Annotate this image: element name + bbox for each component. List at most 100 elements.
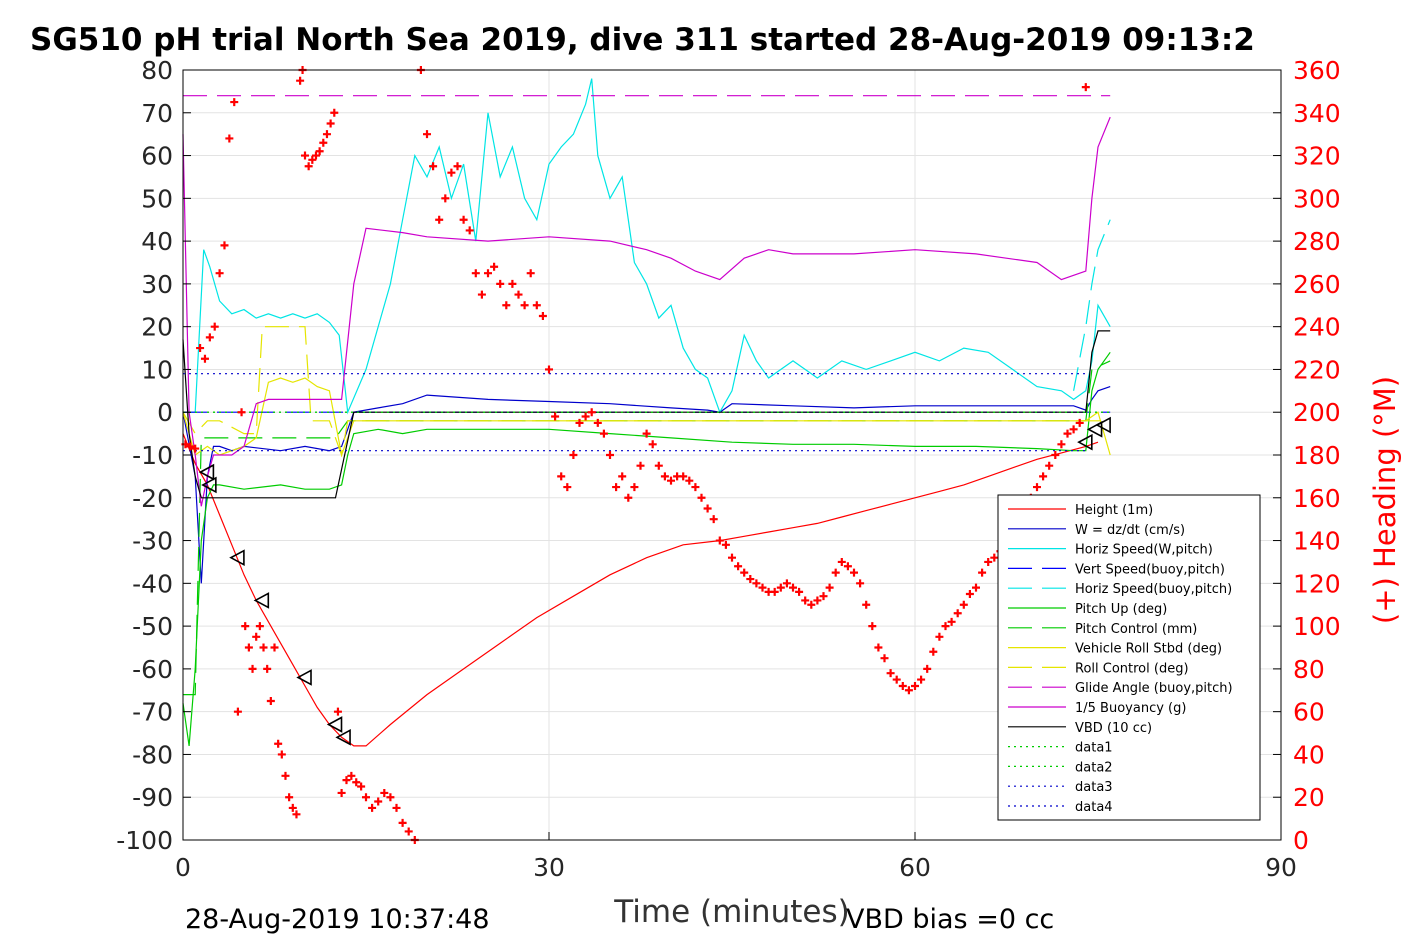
series-vbd-line [182,330,1111,499]
triangle-marker [296,669,312,686]
right-axis: 3603403203002802602402202001801601401201… [1273,56,1341,855]
heading-point [1069,425,1078,434]
heading-point [230,98,239,107]
left-tick-label: -10 [132,441,173,470]
left-tick-label: -20 [132,484,173,513]
heading-point [843,562,852,571]
heading-point [1033,483,1041,492]
heading-point [508,279,517,288]
heading-point [941,622,950,631]
left-axis: 80 70 60 50 40 30 20 10 0 -10 -20 -30 -40 -50 -60 -70 -8… [116,56,191,855]
x-tick-label: 0 [175,853,191,882]
heading-point [210,322,219,331]
heading-point [557,472,566,481]
triangle-marker [1095,416,1111,434]
heading-point [374,797,383,806]
heading-point [911,682,919,690]
heading-point [1075,418,1084,427]
heading-point [721,540,730,549]
footer-vbd-bias: VBD bias =0 cc [846,904,1054,935]
x-axis: 0 30 60 90 [175,832,1297,882]
left-tick-label: 50 [141,184,173,213]
heading-point [972,583,980,592]
heading-point [886,669,895,678]
left-tick-label: 60 [141,142,173,171]
heading-point [782,579,791,588]
heading-point [252,632,261,641]
marker-layer [198,416,1111,746]
heading-point [593,418,602,427]
heading-point [304,162,313,171]
heading-point [1057,440,1066,449]
heading-point [301,151,309,160]
heading-point [789,583,797,592]
heading-point [244,643,253,652]
heading-point [311,151,320,160]
heading-point [984,557,993,566]
heading-point [752,579,761,588]
legend-label: Pitch Control (mm) [1075,622,1197,637]
right-tick-label: 160 [1293,484,1341,513]
triangle-marker [335,728,351,746]
heading-point [856,579,865,588]
right-axis-label: (+) Heading (°M) [1368,376,1402,624]
heading-point [386,793,395,802]
triangle-marker [201,476,217,494]
heading-point [220,241,229,250]
heading-point [281,771,290,780]
heading-point [404,827,413,836]
heading-point [368,803,377,812]
heading-point [296,76,305,85]
heading-point [935,632,944,641]
heading-point [1051,451,1060,459]
heading-point [248,664,257,673]
heading-point [435,215,444,224]
legend-label: data3 [1075,780,1113,795]
x-axis-label: Time (minutes) [613,894,849,930]
heading-point [1081,83,1090,92]
heading-point [606,451,614,459]
heading-point [904,686,913,695]
heading-point [263,664,272,673]
heading-point [880,654,889,663]
heading-point [813,596,822,605]
heading-point [758,583,767,592]
legend-label: Roll Control (deg) [1075,661,1189,676]
heading-point [270,643,279,652]
legend-label: data2 [1075,760,1113,775]
series-roll_ctrl-line [182,326,1111,458]
heading-point [484,269,492,278]
right-tick-label: 140 [1293,527,1341,556]
left-tick-label: -90 [132,783,173,812]
heading-point [581,412,590,421]
heading-point [333,707,342,716]
heading-point [315,147,324,156]
series-horiz_buoy-line [1073,219,1111,391]
right-tick-label: 280 [1293,227,1341,256]
heading-point [648,440,657,449]
right-tick-label: 340 [1293,99,1341,128]
legend-label: data4 [1075,800,1113,815]
heading-point [441,194,450,203]
series-layer [182,78,1111,747]
heading-point [630,483,639,492]
x-tick-label: 30 [533,853,565,882]
heading-point [233,707,242,716]
heading-point [465,226,474,235]
legend-label: W = dz/dt (cm/s) [1075,523,1185,538]
heading-point [685,476,694,485]
heading-point [342,776,351,785]
left-tick-label: 30 [141,270,173,299]
heading-point [398,818,407,827]
heading-point [545,365,553,374]
heading-point [587,408,596,417]
triangle-marker [326,716,343,733]
right-tick-label: 40 [1293,740,1325,769]
heading-point [326,119,335,128]
left-tick-label: 70 [141,99,173,128]
heading-point [953,609,962,618]
heading-point [892,675,901,684]
series-height-line [182,433,1099,747]
heading-point [357,782,366,791]
legend-label: Horiz Speed(W,pitch) [1075,543,1213,558]
